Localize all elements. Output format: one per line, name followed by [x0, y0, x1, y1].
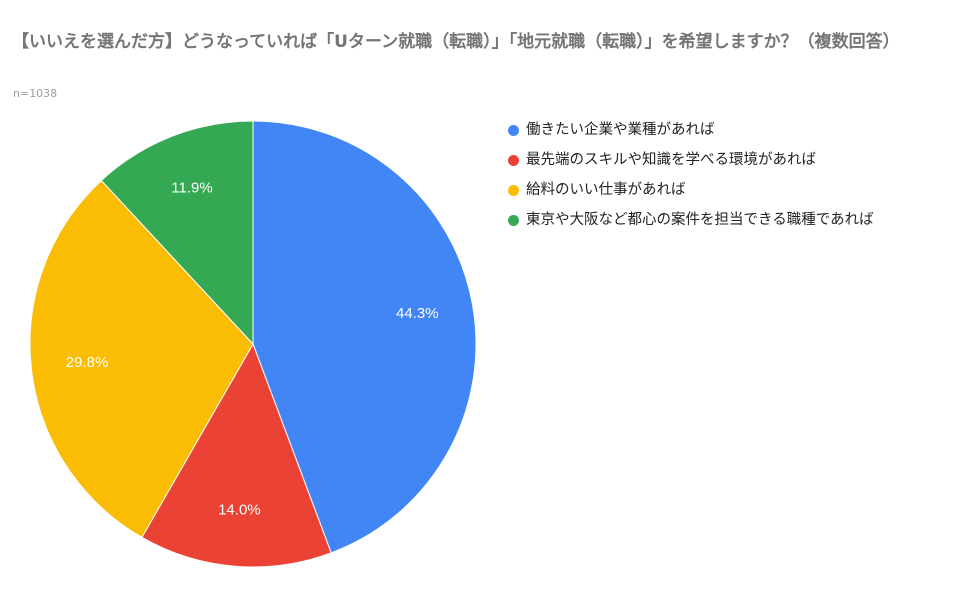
legend-item-2: 最先端のスキルや知識を学べる環境があれば: [508, 150, 928, 171]
legend-item-1: 働きたい企業や業種があれば: [508, 120, 928, 141]
legend-swatch-1: [508, 125, 519, 136]
legend-label-3: 給料のいい仕事があれば: [526, 182, 686, 198]
pie-slice-3: [29, 179, 254, 539]
chart-title: 【いいえを選んだ方】どうなっていれば「Uターン就職（転職）」「地元就職（転職）」…: [12, 32, 900, 52]
pie-slice-labels: 44.3% 14.0% 29.8% 11.9%: [66, 180, 439, 519]
pie-slice-1: [252, 120, 477, 554]
legend-label-4: 東京や大阪など都心の案件を担当できる職種であれば: [526, 212, 874, 228]
pie-slice-label-4: 11.9%: [171, 180, 212, 197]
legend-item-3: 給料のいい仕事があれば: [508, 180, 928, 201]
pie-slice-2: [141, 342, 332, 568]
pie-slice-label-3: 29.8%: [66, 354, 109, 371]
legend-swatch-3: [508, 185, 519, 196]
pie-slice-4: [100, 120, 254, 346]
chart-subtitle: n=1038: [13, 87, 58, 100]
legend-swatch-4: [508, 215, 519, 226]
pie-slice-label-2: 14.0%: [218, 501, 261, 518]
legend-label-2: 最先端のスキルや知識を学べる環境があれば: [526, 152, 816, 168]
pie-slices: [29, 120, 477, 568]
legend-label-1: 働きたい企業や業種があれば: [526, 122, 715, 138]
chart-legend: 働きたい企業や業種があれば最先端のスキルや知識を学べる環境があれば 給料のいい仕事…: [508, 120, 928, 240]
pie-slice-label-1: 44.3%: [396, 305, 439, 322]
legend-item-4: 東京や大阪など都心の案件を担当できる職種であれば: [508, 210, 928, 231]
legend-swatch-2: [508, 155, 519, 166]
